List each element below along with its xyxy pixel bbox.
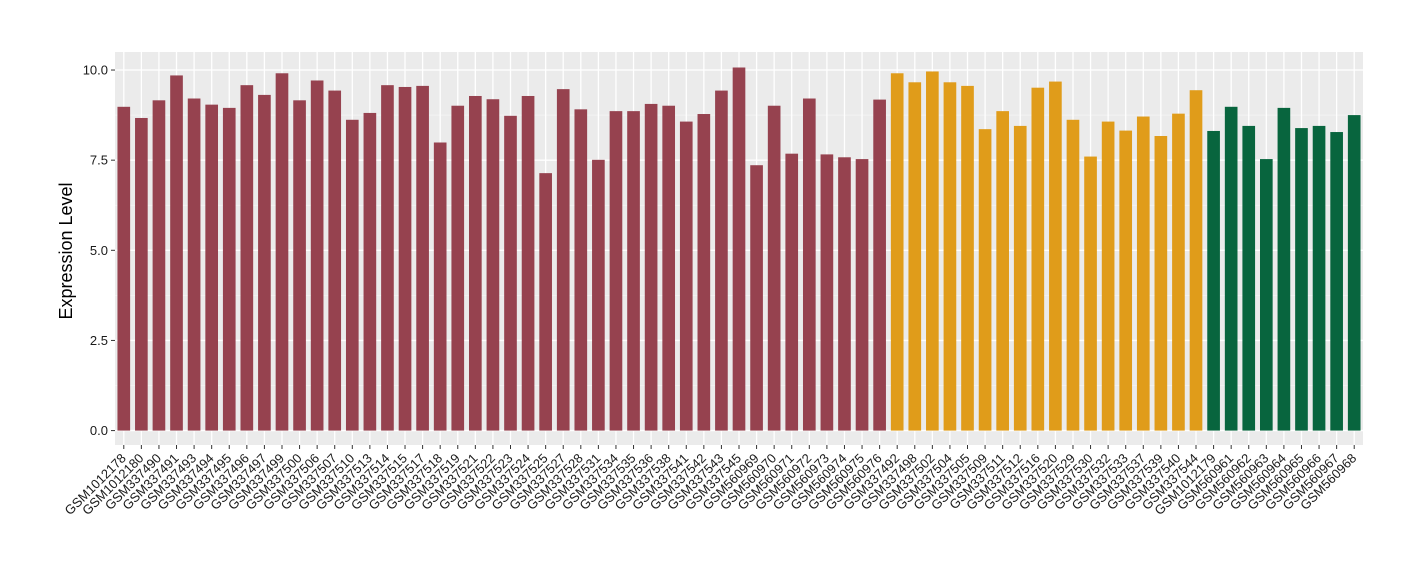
bar: [592, 159, 605, 431]
bar: [1312, 125, 1326, 431]
bar: [926, 71, 939, 431]
bar: [627, 111, 640, 431]
bar: [961, 85, 974, 431]
bar: [767, 105, 781, 431]
bar: [943, 82, 957, 431]
bar: [978, 129, 992, 431]
bar: [1031, 87, 1045, 431]
bar: [416, 85, 429, 431]
bar: [855, 159, 869, 431]
bar: [1207, 130, 1220, 431]
bar: [1189, 90, 1203, 431]
y-tick-label: 2.5: [90, 333, 108, 348]
bar: [1172, 113, 1185, 431]
bar: [1084, 156, 1097, 431]
bar: [1066, 119, 1080, 431]
bar: [486, 99, 500, 431]
bar: [222, 107, 236, 431]
bar: [293, 100, 306, 431]
bar: [152, 100, 166, 431]
bar: [1295, 128, 1308, 431]
bar: [679, 121, 693, 431]
y-axis-title: Expression Level: [56, 182, 76, 319]
bar: [750, 165, 763, 431]
bar: [275, 73, 289, 431]
bar: [187, 98, 201, 431]
bar: [697, 114, 711, 431]
bar: [170, 75, 183, 431]
bar: [609, 111, 623, 431]
bar: [135, 117, 148, 431]
bar: [785, 153, 799, 431]
bar: [644, 103, 658, 431]
bar: [258, 94, 271, 431]
bar: [556, 89, 570, 431]
bar: [205, 104, 219, 431]
bar: [890, 73, 904, 431]
bar: [451, 105, 465, 431]
bar: [117, 106, 131, 431]
bar: [1136, 116, 1150, 431]
bar: [1347, 115, 1361, 431]
y-tick-label: 0.0: [90, 423, 108, 438]
bar: [802, 98, 816, 431]
bar: [1259, 159, 1273, 431]
bar: [732, 67, 746, 431]
bar: [1277, 107, 1291, 431]
bar: [1013, 125, 1027, 431]
bar: [1154, 136, 1168, 431]
bar: [381, 85, 394, 431]
bar: [328, 90, 342, 431]
y-tick-label: 10.0: [83, 63, 108, 78]
bar: [1242, 125, 1256, 431]
bar: [574, 109, 588, 431]
bar: [715, 90, 728, 431]
bar: [1330, 132, 1343, 431]
bar: [433, 142, 447, 431]
y-axis: 0.0 2.5 5.0 7.5 10.0: [83, 63, 115, 438]
bar: [345, 119, 359, 431]
bar: [820, 154, 834, 431]
bar: [310, 80, 324, 431]
y-tick-label: 5.0: [90, 243, 108, 258]
bar: [539, 173, 552, 431]
bar: [662, 105, 676, 431]
bar: [873, 99, 886, 431]
bar: [908, 82, 922, 431]
bar: [469, 95, 482, 431]
bar: [398, 86, 412, 431]
bar: [1119, 130, 1133, 431]
y-tick-label: 7.5: [90, 153, 108, 168]
bar: [1049, 81, 1062, 431]
x-axis: GSM1012178GSM1012180GSM337490GSM337491GS…: [62, 445, 1359, 518]
bar: [504, 115, 517, 431]
bar: [363, 112, 377, 431]
bar: [1101, 121, 1115, 431]
bar: [1224, 106, 1238, 431]
bars: [117, 67, 1361, 431]
bar: [838, 157, 851, 431]
bar: [521, 95, 535, 431]
bar: [996, 111, 1009, 431]
bar: [240, 85, 254, 431]
